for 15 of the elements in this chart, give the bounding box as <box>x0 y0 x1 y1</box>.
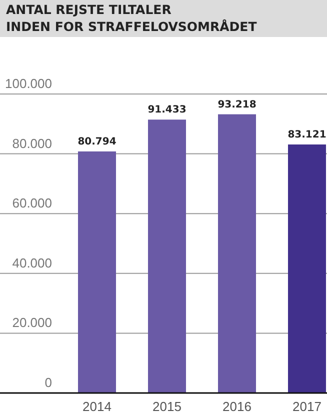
data-label: 83.121 <box>288 129 326 140</box>
y-tick-label: 20.000 <box>12 315 52 330</box>
data-label: 80.794 <box>78 136 116 148</box>
data-label: 91.433 <box>148 104 186 116</box>
y-tick-label: 100.000 <box>5 76 52 91</box>
chart-title: ANTAL REJSTE TILTALER INDEN FOR STRAFFELOVSOMRÅDET <box>6 2 258 34</box>
y-tick-label: 80.000 <box>12 136 52 151</box>
x-tick-label: 2016 <box>222 399 252 414</box>
y-tick-label: 40.000 <box>12 255 52 270</box>
y-tick-label: 60.000 <box>12 196 52 211</box>
y-tick-label: 0 <box>44 375 52 390</box>
data-label: 93.218 <box>218 99 256 110</box>
x-tick-label: 2017 <box>292 399 322 414</box>
x-tick-label: 2015 <box>152 399 182 414</box>
x-tick-label: 2014 <box>82 399 112 414</box>
